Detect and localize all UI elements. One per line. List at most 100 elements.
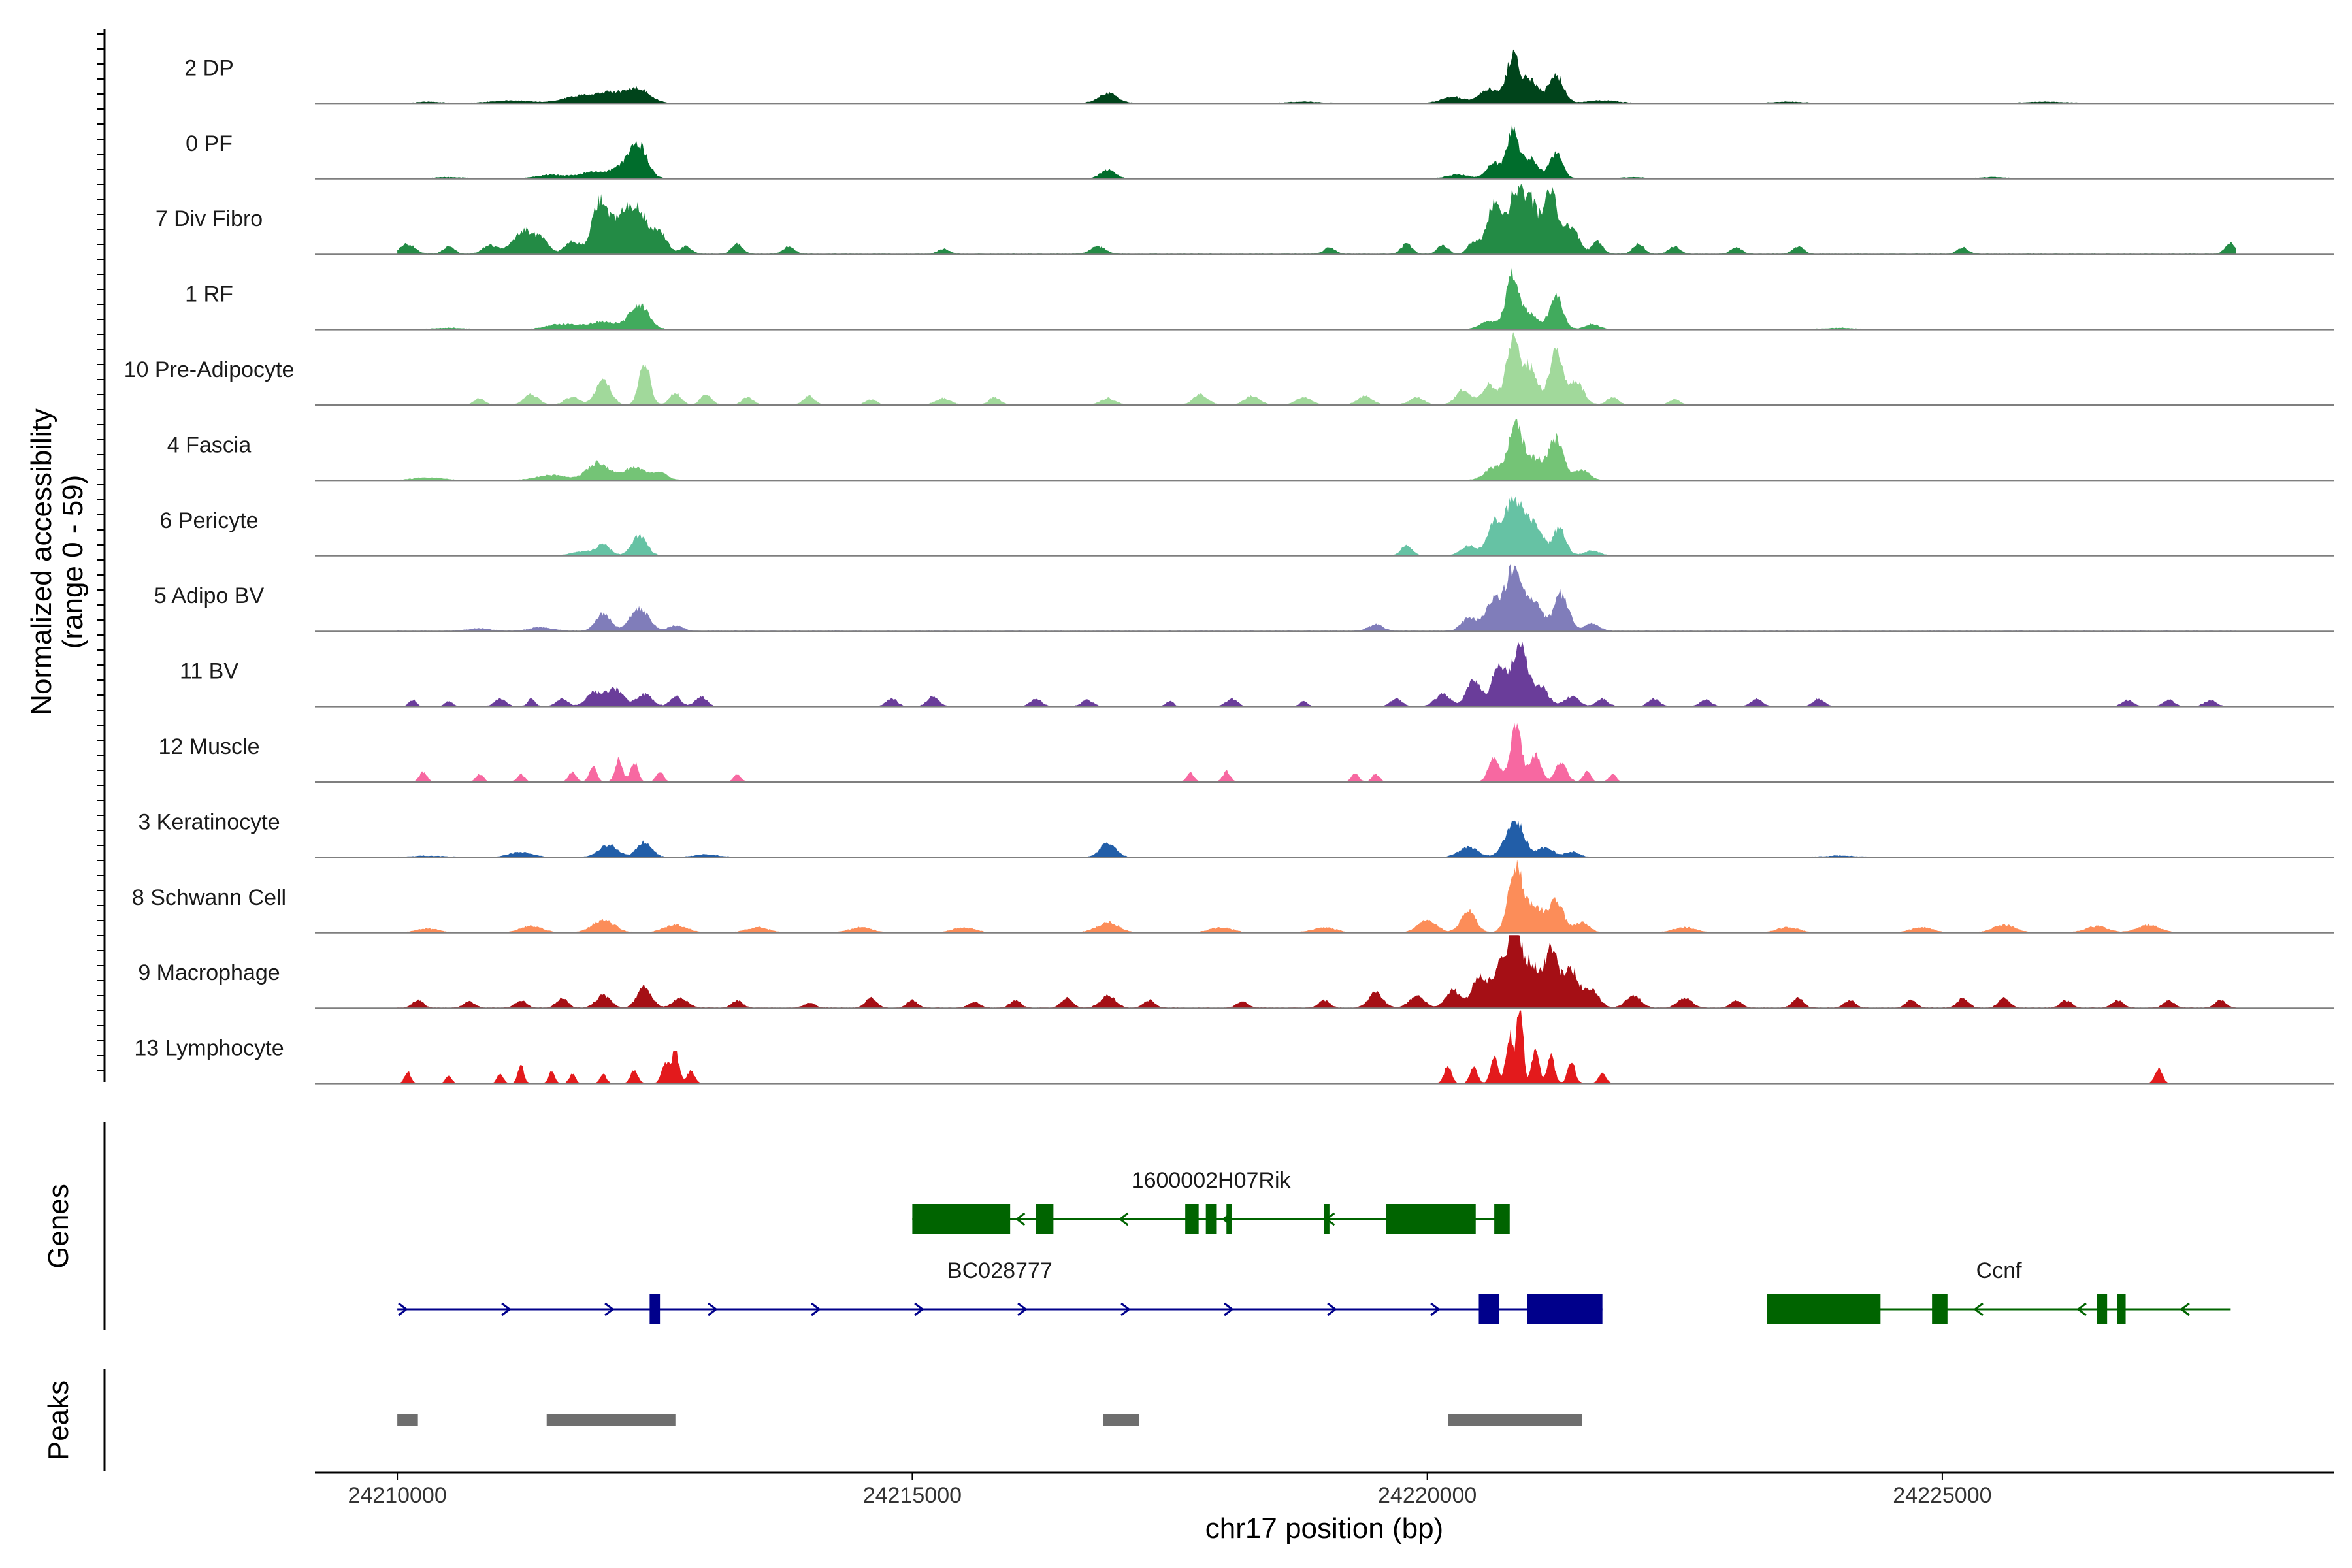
- peak-region: [546, 1414, 676, 1426]
- coverage-area: [397, 935, 2236, 1009]
- coverage-area: [397, 267, 2236, 330]
- coverage-area: [397, 820, 2236, 858]
- gene-0: 1600002H07Rik: [911, 1168, 1510, 1234]
- strand-arrow: [1118, 1212, 1129, 1226]
- track-label: 7 Div Fibro: [155, 206, 263, 231]
- gene-models: 1600002H07Rik BC028777 Ccnf: [397, 1168, 2231, 1324]
- coverage-area: [397, 125, 2236, 179]
- gene-exon: [1767, 1294, 1881, 1324]
- genes-panel-label: Genes: [42, 1184, 74, 1269]
- strand-arrow: [1327, 1302, 1337, 1316]
- tracks-yaxis-ticks: [97, 33, 105, 1071]
- peak-region: [1103, 1414, 1139, 1426]
- peak-region: [1448, 1414, 1582, 1426]
- track-label: 4 Fascia: [167, 433, 252, 457]
- track-label: 12 Muscle: [159, 734, 260, 759]
- xlabel: chr17 position (bp): [1205, 1512, 1443, 1544]
- ylabel: Normalized accessibility: [25, 408, 57, 715]
- gene-exon: [1494, 1204, 1510, 1234]
- strand-arrow: [1224, 1302, 1234, 1316]
- track-2: 7 Div Fibro: [155, 184, 2334, 255]
- gene-2: Ccnf: [1767, 1258, 2231, 1324]
- strand-arrow: [501, 1302, 512, 1316]
- track-label: 11 BV: [180, 659, 238, 684]
- gene-exon: [1478, 1294, 1500, 1324]
- coverage-area: [397, 495, 2236, 556]
- track-6: 6 Pericyte: [159, 495, 2334, 557]
- track-5: 4 Fascia: [167, 419, 2334, 482]
- coverage-area: [397, 419, 2236, 481]
- gene-exon: [2117, 1294, 2126, 1324]
- x-tick-label: 24210000: [348, 1483, 446, 1508]
- strand-arrow: [1973, 1302, 1984, 1316]
- strand-arrow: [1430, 1302, 1441, 1316]
- coverage-area: [397, 723, 2236, 782]
- track-label: 8 Schwann Cell: [132, 885, 286, 910]
- track-10: 3 Keratinocyte: [138, 809, 2334, 858]
- coverage-area: [397, 642, 2236, 707]
- strand-arrow: [1017, 1302, 1028, 1316]
- track-13: 13 Lymphocyte: [134, 1010, 2334, 1085]
- strand-arrow: [1120, 1302, 1131, 1316]
- coverage-area: [397, 332, 2236, 405]
- track-label: 3 Keratinocyte: [138, 809, 280, 834]
- gene-exon: [1205, 1204, 1217, 1234]
- strand-arrow: [2076, 1302, 2087, 1316]
- gene-exon: [1386, 1204, 1476, 1234]
- gene-name-label: BC028777: [947, 1258, 1053, 1283]
- track-label: 0 PF: [186, 131, 233, 156]
- gene-exon: [1036, 1204, 1054, 1234]
- strand-arrow: [1015, 1212, 1026, 1226]
- strand-arrow: [708, 1302, 718, 1316]
- gene-exon: [912, 1204, 1011, 1234]
- track-label: 6 Pericyte: [159, 508, 258, 533]
- gene-name-label: Ccnf: [1976, 1258, 2022, 1283]
- peaks-panel: Peaks: [42, 1369, 1582, 1471]
- gene-1: BC028777: [397, 1258, 1603, 1324]
- coverage-area: [397, 1010, 2236, 1084]
- x-axis-ticks: 24210000 24215000 24220000 24225000: [348, 1473, 1992, 1508]
- tracks-yaxis: Normalized accessibility (range 0 - 59): [25, 29, 106, 1082]
- coverage-area: [397, 49, 2236, 104]
- peak-region: [397, 1414, 418, 1426]
- genes-panel: Genes 1600002H07Rik BC028777 Ccnf: [42, 1122, 2231, 1330]
- track-3: 1 RF: [185, 267, 2334, 331]
- coverage-tracks: 2 DP 0 PF 7 Div Fibro 1 RF 10 Pre-Adipocyte 4…: [124, 49, 2334, 1085]
- gene-exon: [2097, 1294, 2108, 1324]
- gene-exon: [1226, 1204, 1232, 1234]
- track-1: 0 PF: [186, 125, 2334, 180]
- ylabel-range: (range 0 - 59): [57, 475, 89, 649]
- strand-arrow: [398, 1302, 408, 1316]
- coverage-area: [397, 564, 2236, 632]
- x-tick-label: 24220000: [1378, 1483, 1477, 1508]
- track-12: 9 Macrophage: [138, 935, 2334, 1009]
- x-tick-label: 24225000: [1893, 1483, 1991, 1508]
- track-0: 2 DP: [184, 49, 2334, 105]
- track-label: 2 DP: [184, 56, 234, 80]
- coverage-area: [397, 859, 2236, 933]
- gene-exon: [1185, 1204, 1199, 1234]
- x-tick-label: 24215000: [863, 1483, 962, 1508]
- track-9: 12 Muscle: [159, 723, 2334, 783]
- gene-name-label: 1600002H07Rik: [1132, 1168, 1292, 1193]
- gene-exon: [1324, 1204, 1330, 1234]
- track-4: 10 Pre-Adipocyte: [124, 332, 2334, 406]
- track-11: 8 Schwann Cell: [132, 859, 2334, 934]
- strand-arrow: [2180, 1302, 2190, 1316]
- track-label: 10 Pre-Adipocyte: [124, 357, 295, 382]
- strand-arrow: [811, 1302, 821, 1316]
- gene-exon: [1527, 1294, 1603, 1324]
- track-label: 9 Macrophage: [138, 960, 280, 985]
- track-7: 5 Adipo BV: [154, 564, 2334, 632]
- x-axis: 24210000 24215000 24220000 24225000 chr17 p…: [315, 1471, 2334, 1544]
- track-label: 5 Adipo BV: [154, 583, 265, 608]
- track-label: 1 RF: [185, 282, 233, 307]
- track-label: 13 Lymphocyte: [134, 1036, 284, 1061]
- gene-exon: [649, 1294, 661, 1324]
- track-8: 11 BV: [180, 642, 2334, 708]
- coverage-area: [397, 184, 2236, 255]
- strand-arrow: [914, 1302, 924, 1316]
- gene-exon: [1932, 1294, 1948, 1324]
- peaks-panel-label: Peaks: [42, 1380, 74, 1460]
